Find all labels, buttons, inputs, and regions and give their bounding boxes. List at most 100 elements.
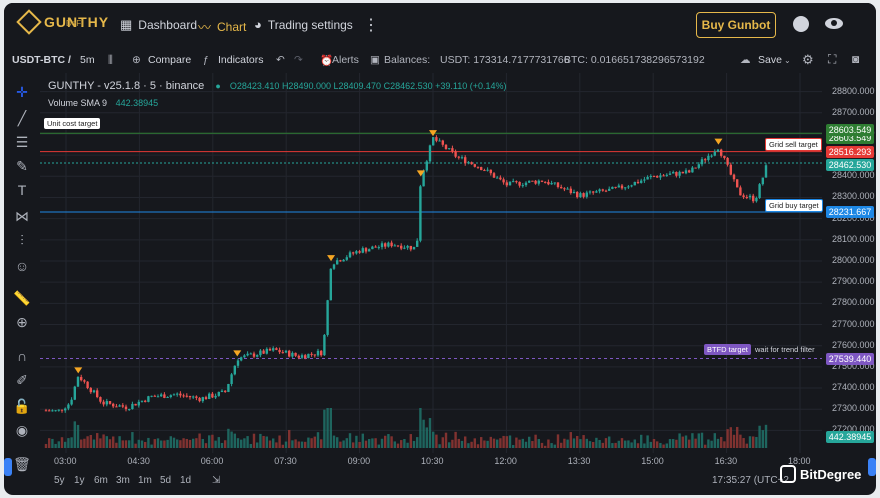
brush-icon[interactable]: ✎ <box>16 158 28 174</box>
save-button[interactable]: Save <box>758 54 782 66</box>
eye-icon[interactable]: ◉ <box>15 422 29 438</box>
pattern-icon[interactable]: ⋈ <box>15 208 29 224</box>
right-scroll-handle[interactable] <box>868 458 876 476</box>
range-3m[interactable]: 3m <box>116 475 130 486</box>
volume-bar <box>262 435 265 448</box>
volume-bar <box>492 438 496 448</box>
volume-bar <box>70 437 73 448</box>
undo-icon[interactable]: ↶ <box>276 54 285 66</box>
emoji-icon[interactable]: ☺ <box>14 258 30 274</box>
interval-selector[interactable]: 5m <box>80 54 95 66</box>
trash-icon[interactable]: 🗑 <box>13 456 31 472</box>
user-account-icon[interactable] <box>793 16 809 32</box>
candle-body <box>342 259 345 262</box>
candle-body <box>412 246 416 250</box>
volume-bar <box>128 440 131 448</box>
alerts-button[interactable]: Alerts <box>332 54 359 66</box>
candle-body <box>745 197 748 199</box>
volume-bar <box>316 432 320 448</box>
candle-body <box>246 353 249 356</box>
visibility-eye-icon[interactable] <box>825 18 843 29</box>
volume-bar <box>44 443 48 448</box>
range-5d[interactable]: 5d <box>160 475 172 486</box>
candle-body <box>720 149 723 156</box>
left-scroll-handle[interactable] <box>4 458 12 476</box>
brand-sub: DeFi <box>66 19 83 28</box>
candle-body <box>726 157 729 165</box>
candle-body <box>336 260 339 265</box>
compare-plus-icon[interactable]: ⊕ <box>132 54 141 66</box>
candle-body <box>64 408 67 411</box>
volume-bar <box>57 441 60 448</box>
symbol-selector[interactable]: USDT-BTC / <box>12 54 71 66</box>
btc-balance: BTC: 0.016651738296573192 <box>564 54 705 66</box>
alert-clock-icon[interactable]: ⏰ <box>320 55 334 67</box>
volume-bar <box>652 438 656 448</box>
volume-bar <box>505 436 508 448</box>
gunthy-logo[interactable]: GUNTHY <box>16 9 109 35</box>
fullscreen-icon[interactable]: ⛶ <box>828 52 837 66</box>
volume-bar <box>560 442 563 448</box>
more-options-icon[interactable]: ⋮ <box>363 17 379 34</box>
candle-body <box>166 397 169 399</box>
volume-bar <box>310 438 313 448</box>
candle-type-icon[interactable]: ⫼ <box>108 54 113 66</box>
volume-bar <box>419 408 422 448</box>
indicators-button[interactable]: Indicators <box>218 54 264 66</box>
volume-bar <box>681 436 684 448</box>
time-axis[interactable]: 03:00 04:30 06:00 07:30 09:00 10:30 12:00 13:30… <box>40 451 822 471</box>
price-chart[interactable] <box>40 73 822 453</box>
volume-bar <box>240 439 243 448</box>
candle-body <box>425 161 428 171</box>
candle-body <box>140 400 144 402</box>
price-tick-label: 28700.000 <box>832 106 875 117</box>
price-tag-btfd: 27539.440 <box>826 352 874 365</box>
measure-lines-icon[interactable]: ⫶ <box>20 232 24 248</box>
magnet-icon[interactable]: ∩ <box>16 348 28 364</box>
goto-date-icon[interactable]: ⇲ <box>212 475 221 486</box>
cloud-save-icon[interactable]: ☁ <box>740 54 751 66</box>
candle-body <box>393 245 396 247</box>
candle-body <box>96 390 99 398</box>
utc-clock[interactable]: 17:35:27 (UTC+2 <box>712 475 789 486</box>
range-1m[interactable]: 1m <box>138 475 152 486</box>
nav-trading-settings[interactable]: ◕ Trading settings <box>254 17 353 32</box>
candle-body <box>480 167 483 171</box>
candle-body <box>713 151 716 156</box>
range-5y[interactable]: 5y <box>54 475 65 486</box>
price-tick-label: 27900.000 <box>832 276 875 287</box>
volume-bar <box>169 436 172 448</box>
indicators-fx-icon[interactable]: ƒ <box>203 54 209 66</box>
text-tool-icon[interactable]: T <box>17 182 27 198</box>
volume-bar <box>137 439 140 448</box>
lock-icon[interactable]: 🔓 <box>13 398 31 414</box>
range-6m[interactable]: 6m <box>94 475 108 486</box>
horizontal-lines-icon[interactable]: ☰ <box>15 134 29 150</box>
buy-gunbot-button[interactable]: Buy Gunbot <box>696 12 776 38</box>
candle-body <box>646 176 649 180</box>
candle-body <box>534 180 537 184</box>
volume-bar <box>534 434 537 448</box>
lock-drawings-icon[interactable]: ✐ <box>16 372 28 388</box>
nav-chart[interactable]: 〰 Chart <box>198 17 246 36</box>
candle-body <box>339 260 342 262</box>
candle-body <box>329 268 332 301</box>
trend-line-icon[interactable]: ╱ <box>17 110 27 126</box>
volume-bar <box>643 443 646 448</box>
price-axis[interactable]: 28800.00028700.00028600.00028500.0002840… <box>822 73 876 453</box>
crosshair-icon[interactable]: ✛ <box>16 84 28 100</box>
volume-bar <box>89 434 92 448</box>
range-1d[interactable]: 1d <box>180 475 192 486</box>
candle-body <box>163 394 166 398</box>
volume-bar <box>614 442 617 448</box>
zoom-in-icon[interactable]: ⊕ <box>16 314 28 330</box>
price-tick-label: 28000.000 <box>832 255 875 265</box>
gear-icon[interactable]: ⚙ <box>802 52 814 67</box>
ruler-icon[interactable]: 📏 <box>13 290 31 306</box>
volume-bar <box>201 438 204 448</box>
snapshot-camera-icon[interactable]: ◙ <box>852 52 860 66</box>
range-1y[interactable]: 1y <box>74 475 85 486</box>
chevron-down-icon[interactable]: ⌄ <box>784 56 791 65</box>
compare-button[interactable]: Compare <box>148 54 192 66</box>
nav-dashboard[interactable]: ▦ Dashboard <box>120 17 197 33</box>
